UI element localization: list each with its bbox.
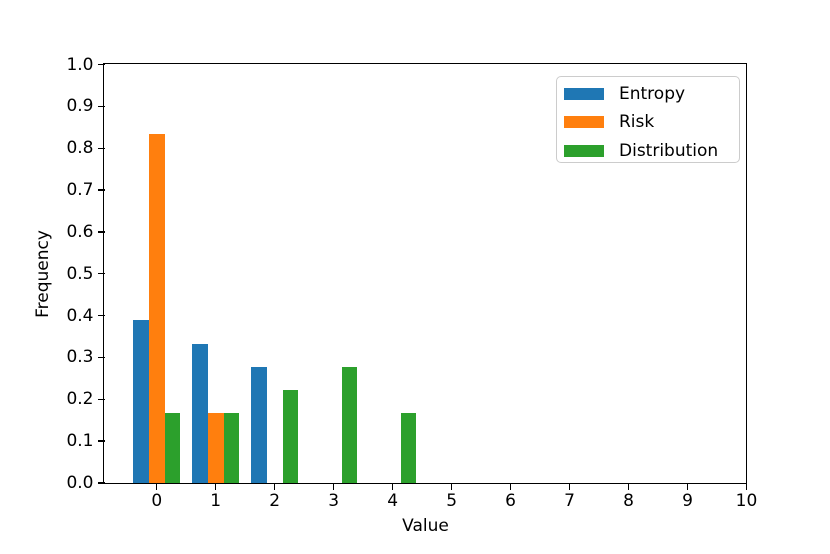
y-tick xyxy=(98,189,105,191)
x-tick-label: 7 xyxy=(564,490,575,511)
legend-label: Entropy xyxy=(619,83,686,104)
x-tick-label: 4 xyxy=(387,490,399,511)
x-tick-label: 0 xyxy=(151,490,163,511)
x-tick-label: 10 xyxy=(735,490,758,511)
x-tick xyxy=(156,483,158,490)
histogram-bar-distribution xyxy=(164,413,181,483)
legend-entry-distribution: Distribution xyxy=(564,137,739,166)
histogram-bar-distribution xyxy=(400,413,417,483)
legend-entry-risk: Risk xyxy=(564,108,739,137)
distribution-swatch xyxy=(564,144,604,157)
x-tick xyxy=(450,483,453,490)
x-tick xyxy=(391,483,394,490)
x-tick xyxy=(686,483,689,490)
y-tick-label: 0.7 xyxy=(66,180,94,201)
x-tick xyxy=(568,483,571,490)
y-tick-label: 0.6 xyxy=(66,221,94,242)
x-tick xyxy=(509,483,512,490)
x-tick-label: 5 xyxy=(446,490,458,511)
legend: Entropy Risk Distribution xyxy=(556,76,740,163)
y-tick-label: 0.4 xyxy=(66,305,94,326)
y-tick-label: 0.2 xyxy=(66,389,94,410)
x-tick xyxy=(274,483,276,490)
y-tick xyxy=(98,314,105,317)
histogram-bar-risk xyxy=(148,134,165,483)
x-tick-label: 6 xyxy=(505,490,516,511)
legend-entry-entropy: Entropy xyxy=(564,80,739,109)
y-tick xyxy=(98,398,105,400)
legend-label: Distribution xyxy=(619,140,719,161)
histogram-bar-entropy xyxy=(192,343,208,483)
y-tick-label: 0.5 xyxy=(66,263,94,284)
y-tick xyxy=(98,231,105,233)
x-tick-label: 2 xyxy=(269,490,281,511)
x-tick-label: 9 xyxy=(682,490,693,511)
y-tick-label: 1.0 xyxy=(66,54,94,75)
y-tick xyxy=(98,147,105,149)
x-tick xyxy=(627,483,630,490)
y-tick-label: 0.9 xyxy=(66,96,94,117)
entropy-swatch xyxy=(564,87,604,100)
risk-swatch xyxy=(564,116,604,129)
legend-label: Risk xyxy=(619,112,655,133)
y-tick-label: 0.1 xyxy=(66,431,94,452)
x-tick-label: 3 xyxy=(328,490,340,511)
histogram-bar-entropy xyxy=(133,320,149,483)
y-tick-label: 0.3 xyxy=(66,347,94,368)
x-tick-label: 1 xyxy=(210,490,222,511)
histogram-bar-distribution xyxy=(223,413,240,483)
y-tick xyxy=(98,105,105,108)
histogram-bar-distribution xyxy=(282,390,299,483)
x-tick xyxy=(215,483,217,490)
y-tick xyxy=(98,63,105,66)
plot-area xyxy=(105,65,747,483)
y-tick-label: 0.0 xyxy=(66,473,94,493)
x-tick xyxy=(745,483,748,490)
y-tick xyxy=(98,273,105,275)
x-tick-label: 8 xyxy=(623,490,634,511)
y-tick xyxy=(98,356,105,359)
x-axis-label: Value xyxy=(402,516,449,536)
y-tick xyxy=(98,482,105,484)
x-tick xyxy=(332,483,335,490)
histogram-bar-risk xyxy=(207,413,224,483)
histogram-bar-entropy xyxy=(251,366,267,483)
y-tick-label: 0.8 xyxy=(66,138,94,159)
histogram-bar-distribution xyxy=(341,366,358,483)
y-tick xyxy=(98,440,105,442)
